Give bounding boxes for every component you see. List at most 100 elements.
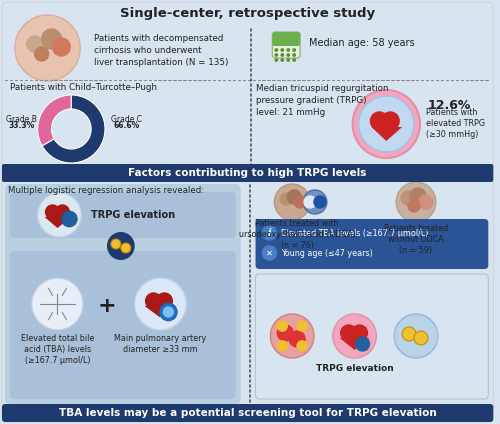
Text: Factors contributing to high TRPG levels: Factors contributing to high TRPG levels — [128, 168, 367, 178]
FancyBboxPatch shape — [10, 192, 235, 238]
Text: Main pulmonary artery
diameter ≥33 mm: Main pulmonary artery diameter ≥33 mm — [114, 334, 206, 354]
Circle shape — [52, 38, 70, 56]
Text: Patients with
elevated TRPG
(≥30 mmHg): Patients with elevated TRPG (≥30 mmHg) — [426, 108, 485, 139]
Wedge shape — [38, 95, 72, 146]
Circle shape — [408, 200, 420, 212]
Circle shape — [270, 314, 314, 358]
FancyBboxPatch shape — [256, 219, 488, 269]
Circle shape — [314, 196, 326, 208]
Circle shape — [275, 49, 278, 51]
Circle shape — [46, 205, 60, 219]
Text: 66.6%: 66.6% — [114, 120, 140, 129]
Text: Median tricuspid regurgitation
pressure gradient (TRPG)
level: 21 mmHg: Median tricuspid regurgitation pressure … — [256, 84, 388, 117]
Text: Patients treated
without UDCA
(n = 59): Patients treated without UDCA (n = 59) — [384, 224, 448, 255]
Text: Elevated total bile
acid (TBA) levels
(≥167.7 μmol/L): Elevated total bile acid (TBA) levels (≥… — [21, 334, 94, 365]
Circle shape — [382, 112, 399, 130]
Text: Grade B: Grade B — [6, 114, 37, 123]
Circle shape — [297, 341, 307, 351]
FancyBboxPatch shape — [5, 184, 240, 404]
Text: Multiple logistic regression analysis revealed:: Multiple logistic regression analysis re… — [8, 186, 204, 195]
Circle shape — [262, 225, 278, 241]
FancyBboxPatch shape — [2, 404, 494, 422]
Circle shape — [156, 293, 172, 309]
Circle shape — [34, 47, 48, 61]
Circle shape — [164, 307, 173, 317]
Circle shape — [38, 193, 81, 237]
Circle shape — [275, 59, 278, 61]
FancyBboxPatch shape — [2, 2, 494, 422]
Circle shape — [160, 303, 178, 321]
Polygon shape — [44, 217, 72, 228]
Circle shape — [281, 49, 283, 51]
Circle shape — [297, 321, 307, 331]
Circle shape — [394, 314, 438, 358]
Circle shape — [402, 327, 416, 341]
Circle shape — [146, 293, 162, 309]
Circle shape — [107, 232, 134, 260]
Polygon shape — [144, 306, 174, 317]
Circle shape — [281, 59, 283, 61]
Circle shape — [303, 190, 327, 214]
Circle shape — [42, 29, 62, 49]
Text: Median age: 58 years: Median age: 58 years — [309, 38, 414, 48]
Circle shape — [56, 205, 70, 219]
Text: TRPG elevation: TRPG elevation — [316, 364, 394, 373]
Circle shape — [274, 184, 310, 220]
Circle shape — [293, 59, 296, 61]
Circle shape — [287, 54, 290, 56]
Circle shape — [396, 182, 436, 222]
Text: 33.3%: 33.3% — [8, 120, 35, 129]
Circle shape — [401, 191, 415, 205]
Circle shape — [289, 331, 305, 347]
Circle shape — [370, 112, 388, 130]
Circle shape — [304, 196, 316, 208]
Circle shape — [62, 211, 78, 227]
Text: Patients with decompensated
cirrhosis who underwent
liver transplantation (N = 1: Patients with decompensated cirrhosis wh… — [94, 34, 228, 67]
Text: TRPG elevation: TRPG elevation — [91, 210, 176, 220]
Circle shape — [262, 245, 278, 261]
Circle shape — [287, 190, 301, 204]
Circle shape — [111, 239, 121, 249]
Text: Elevated TBA levels (≥167.7 μmol/L): Elevated TBA levels (≥167.7 μmol/L) — [282, 229, 428, 237]
Circle shape — [293, 49, 296, 51]
Text: +: + — [98, 296, 116, 316]
Circle shape — [294, 196, 306, 208]
Polygon shape — [372, 127, 402, 141]
Text: TBA levels may be a potential screening tool for TRPG elevation: TBA levels may be a potential screening … — [59, 408, 436, 418]
Circle shape — [278, 341, 287, 351]
Circle shape — [275, 54, 278, 56]
FancyBboxPatch shape — [272, 32, 300, 58]
Text: Young age (≤47 years): Young age (≤47 years) — [282, 248, 373, 257]
Polygon shape — [340, 338, 370, 350]
Wedge shape — [42, 95, 105, 163]
Circle shape — [352, 90, 420, 158]
Text: i: i — [268, 228, 271, 238]
Circle shape — [134, 278, 186, 330]
FancyBboxPatch shape — [2, 164, 494, 182]
Circle shape — [281, 54, 283, 56]
Text: 12.6%: 12.6% — [428, 99, 472, 112]
FancyBboxPatch shape — [272, 32, 300, 46]
Circle shape — [356, 337, 370, 351]
Circle shape — [280, 193, 292, 205]
Circle shape — [287, 59, 290, 61]
Circle shape — [32, 278, 83, 330]
Circle shape — [358, 96, 414, 152]
Circle shape — [15, 15, 80, 81]
Circle shape — [287, 49, 290, 51]
Circle shape — [121, 243, 130, 253]
Circle shape — [293, 54, 296, 56]
Text: Single-center, retrospective study: Single-center, retrospective study — [120, 8, 375, 20]
FancyBboxPatch shape — [256, 274, 488, 399]
Circle shape — [333, 314, 376, 358]
Circle shape — [414, 331, 428, 345]
Text: ✕: ✕ — [266, 248, 273, 257]
Circle shape — [340, 325, 356, 341]
Text: Patients with Child–Turcotte–Pugh: Patients with Child–Turcotte–Pugh — [10, 83, 157, 92]
Text: Patients treated with
ursodeoxycholic acid (UDCA)
(n = 76): Patients treated with ursodeoxycholic ac… — [239, 219, 356, 250]
FancyBboxPatch shape — [10, 251, 235, 399]
Circle shape — [26, 36, 42, 52]
Circle shape — [278, 321, 287, 331]
Text: Grade C: Grade C — [112, 114, 142, 123]
Circle shape — [419, 195, 433, 209]
